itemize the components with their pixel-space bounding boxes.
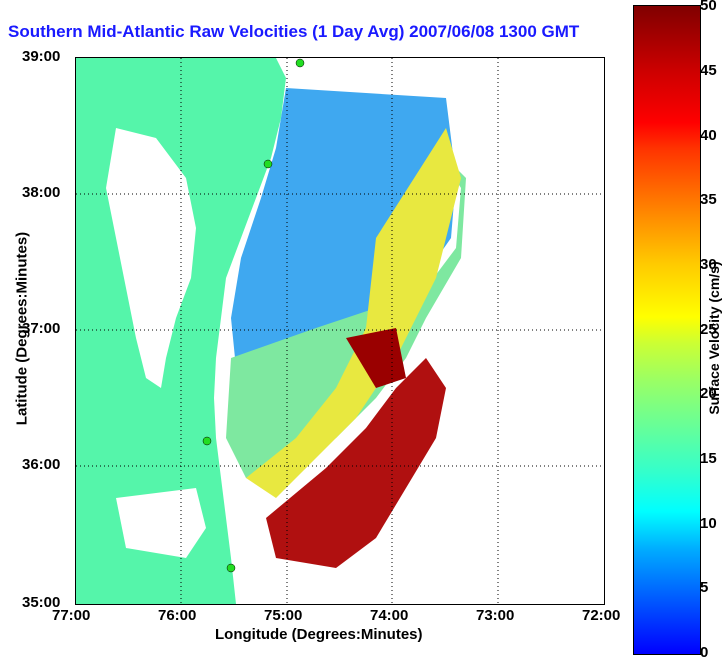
colorbar-tick: 15: [700, 450, 717, 467]
x-tick: 75:00: [264, 607, 303, 624]
map-plot[interactable]: [75, 57, 605, 605]
station-marker: [295, 58, 305, 68]
grid-lines: [76, 58, 604, 604]
station-marker: [226, 563, 236, 573]
velocity-field-high-2: [346, 328, 406, 388]
colorbar-label: Surface Velocity (cm/s): [706, 261, 722, 415]
colorbar-tick: 20: [700, 385, 717, 402]
map-canvas: [76, 58, 604, 604]
map-title: Southern Mid-Atlantic Raw Velocities (1 …: [8, 22, 580, 41]
colorbar: [633, 5, 701, 655]
station-marker: [202, 436, 212, 446]
station-marker: [263, 159, 273, 169]
x-tick: 77:00: [52, 607, 91, 624]
colorbar-tick: 45: [700, 62, 717, 79]
y-tick: 35:00: [22, 594, 61, 611]
x-tick: 74:00: [370, 607, 409, 624]
y-tick: 36:00: [22, 456, 61, 473]
chesapeake-bay: [106, 128, 196, 388]
x-tick: 73:00: [476, 607, 515, 624]
y-tick: 37:00: [22, 320, 61, 337]
x-axis-label: Longitude (Degrees:Minutes): [215, 626, 423, 643]
velocity-field-mid: [226, 148, 466, 478]
colorbar-tick: 40: [700, 127, 717, 144]
colorbar-tick: 0: [700, 644, 709, 661]
y-tick: 39:00: [22, 48, 61, 65]
velocity-field-warm: [246, 128, 461, 498]
colorbar-tick: 5: [700, 579, 709, 596]
velocity-field-high: [266, 358, 446, 568]
colorbar-tick: 50: [700, 0, 717, 14]
colorbar-tick: 25: [700, 321, 717, 338]
y-axis-label: Latitude (Degrees:Minutes): [13, 231, 31, 426]
colorbar-tick: 30: [700, 256, 717, 273]
colorbar-tick: 10: [700, 515, 717, 532]
pamlico-sound: [116, 488, 206, 558]
x-tick: 72:00: [582, 607, 621, 624]
colorbar-tick: 35: [700, 191, 717, 208]
y-tick: 38:00: [22, 184, 61, 201]
x-tick: 76:00: [158, 607, 197, 624]
